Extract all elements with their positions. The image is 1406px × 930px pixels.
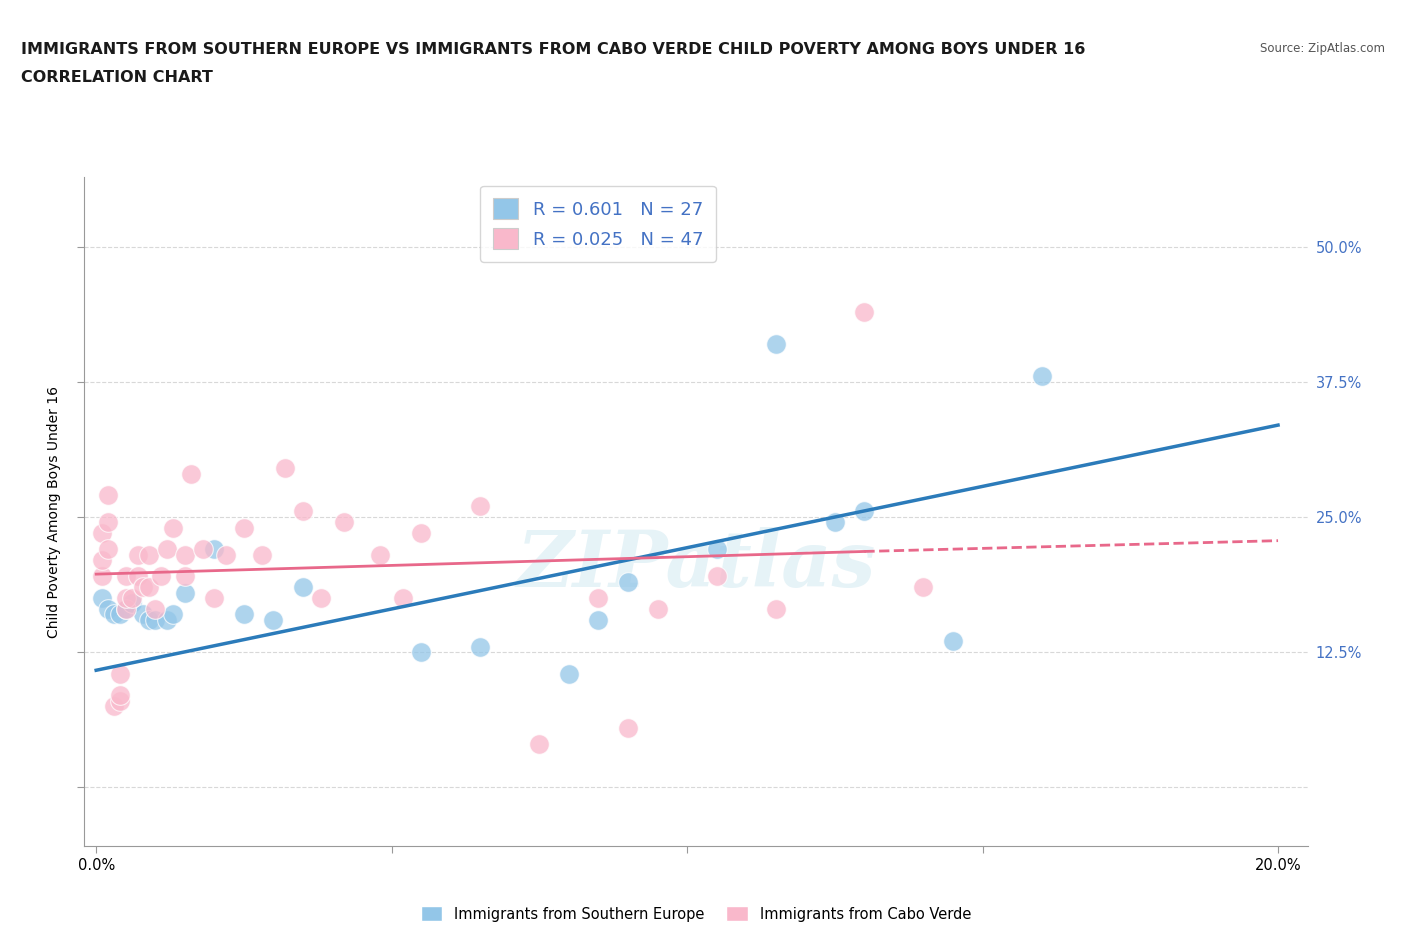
Point	[215, 547, 238, 562]
Point	[91, 552, 114, 567]
Point	[392, 591, 415, 605]
Point	[617, 720, 640, 735]
Point	[108, 687, 131, 702]
Text: CORRELATION CHART: CORRELATION CHART	[21, 70, 212, 85]
Text: ZIPatlas: ZIPatlas	[516, 526, 876, 604]
Point	[912, 579, 935, 594]
Point	[91, 569, 114, 584]
Point	[143, 612, 166, 627]
Point	[942, 633, 965, 648]
Point	[706, 569, 728, 584]
Point	[108, 666, 131, 681]
Point	[588, 591, 610, 605]
Point	[647, 602, 669, 617]
Point	[765, 337, 787, 352]
Point	[97, 602, 120, 617]
Point	[262, 612, 284, 627]
Point	[91, 525, 114, 540]
Point	[470, 639, 492, 654]
Point	[529, 737, 551, 751]
Point	[853, 304, 876, 319]
Point	[470, 498, 492, 513]
Point	[617, 574, 640, 589]
Point	[127, 569, 149, 584]
Point	[121, 596, 143, 611]
Point	[97, 542, 120, 557]
Y-axis label: Child Poverty Among Boys Under 16: Child Poverty Among Boys Under 16	[48, 386, 62, 637]
Point	[333, 515, 356, 530]
Point	[1031, 369, 1053, 384]
Point	[173, 569, 195, 584]
Point	[765, 602, 787, 617]
Point	[232, 606, 254, 621]
Point	[292, 504, 315, 519]
Point	[558, 666, 581, 681]
Point	[108, 693, 131, 708]
Point	[162, 520, 184, 535]
Point	[138, 612, 160, 627]
Text: IMMIGRANTS FROM SOUTHERN EUROPE VS IMMIGRANTS FROM CABO VERDE CHILD POVERTY AMON: IMMIGRANTS FROM SOUTHERN EUROPE VS IMMIG…	[21, 42, 1085, 57]
Point	[173, 585, 195, 600]
Point	[824, 515, 846, 530]
Point	[156, 542, 179, 557]
Point	[202, 591, 225, 605]
Point	[274, 461, 297, 476]
Point	[706, 542, 728, 557]
Point	[162, 606, 184, 621]
Point	[150, 569, 173, 584]
Point	[411, 644, 433, 659]
Point	[91, 591, 114, 605]
Point	[97, 488, 120, 503]
Point	[232, 520, 254, 535]
Point	[114, 591, 136, 605]
Point	[114, 602, 136, 617]
Point	[127, 547, 149, 562]
Point	[132, 579, 155, 594]
Point	[121, 591, 143, 605]
Point	[180, 466, 202, 481]
Text: Source: ZipAtlas.com: Source: ZipAtlas.com	[1260, 42, 1385, 55]
Point	[173, 547, 195, 562]
Point	[156, 612, 179, 627]
Point	[103, 606, 125, 621]
Point	[853, 504, 876, 519]
Point	[103, 698, 125, 713]
Point	[411, 525, 433, 540]
Point	[309, 591, 332, 605]
Point	[132, 606, 155, 621]
Point	[97, 515, 120, 530]
Point	[114, 569, 136, 584]
Point	[108, 606, 131, 621]
Point	[138, 579, 160, 594]
Point	[138, 547, 160, 562]
Point	[250, 547, 273, 562]
Point	[368, 547, 391, 562]
Legend: Immigrants from Southern Europe, Immigrants from Cabo Verde: Immigrants from Southern Europe, Immigra…	[415, 900, 977, 927]
Point	[143, 602, 166, 617]
Point	[292, 579, 315, 594]
Point	[114, 602, 136, 617]
Point	[191, 542, 214, 557]
Point	[202, 542, 225, 557]
Point	[588, 612, 610, 627]
